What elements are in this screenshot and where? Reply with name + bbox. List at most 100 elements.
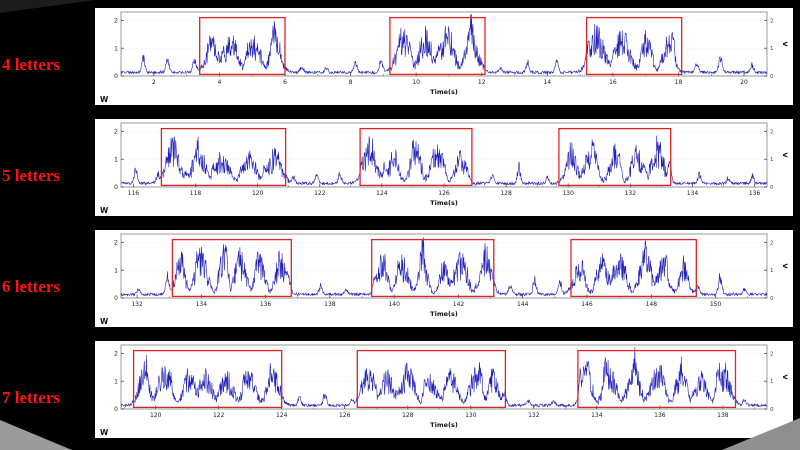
x-tick-label: 2: [152, 79, 156, 86]
x-tick-label: 18: [675, 79, 683, 86]
x-tick-label: 16: [609, 79, 617, 86]
highlight-box: [389, 16, 486, 76]
bottom-left-label: W: [100, 317, 109, 326]
x-tick-label: 120: [150, 412, 162, 419]
signal-trace: [120, 347, 768, 408]
x-tick-label: 150: [710, 301, 722, 308]
signal-figure: 0 0 1 1 2 2 132 134 136 138 140 142 144 146 148 150 Time…: [95, 230, 793, 327]
x-axis-title: Time(s): [430, 88, 458, 96]
bottom-left-label: W: [100, 95, 109, 104]
x-tick-label: 6: [283, 79, 287, 86]
y-tick-label-right: 2: [770, 351, 774, 357]
highlight-box: [132, 349, 283, 409]
x-tick-label: 130: [562, 190, 574, 197]
right-axis-label: V: [781, 41, 789, 46]
x-axis-title: Time(s): [430, 310, 458, 318]
signal-figure: 0 0 1 1 2 2 2 4 6 8 10 12 14 16 18 20 Time(s) W V: [95, 8, 793, 105]
signal-trace: [120, 237, 768, 297]
right-axis-label: V: [781, 263, 789, 268]
x-tick-label: 134: [687, 190, 699, 197]
panel-row-7-letters: 7 letters 0 0 1 1 2 2 120 122 124 126 128 130 132 134 1…: [0, 341, 793, 438]
x-tick-label: 128: [500, 190, 512, 197]
x-tick-label: 142: [453, 301, 465, 308]
y-tick-label-right: 2: [770, 240, 774, 246]
y-tick-label: 1: [114, 156, 118, 163]
signal-trace: [120, 135, 768, 186]
highlight-box: [356, 349, 507, 409]
x-tick-label: 14: [543, 79, 551, 86]
x-tick-label: 116: [128, 190, 140, 197]
x-tick-label: 134: [196, 301, 208, 308]
right-axis-label: V: [781, 152, 789, 157]
bottom-left-label: W: [100, 206, 109, 215]
x-tick-label: 136: [260, 301, 272, 308]
y-tick-label: 0: [114, 295, 118, 302]
signal-figure: 0 0 1 1 2 2 116 118 120 122 124 126 128 130 132 134 136 T…: [95, 119, 793, 216]
x-tick-label: 130: [465, 412, 477, 419]
highlight-box: [558, 127, 672, 187]
highlight-box: [577, 349, 737, 409]
y-tick-label: 2: [114, 129, 118, 136]
x-tick-label: 124: [276, 412, 288, 419]
x-tick-label: 148: [646, 301, 658, 308]
panel-label: 7 letters: [2, 387, 61, 407]
x-tick-label: 120: [252, 190, 264, 197]
y-tick-label: 1: [114, 45, 118, 52]
panel-row-5-letters: 5 letters 0 0 1 1 2 2 116 118 120 122 124 126 128 130 1…: [0, 119, 793, 216]
highlight-box: [160, 127, 287, 187]
highlight-box: [199, 16, 286, 76]
x-tick-label: 126: [438, 190, 450, 197]
x-tick-label: 118: [190, 190, 202, 197]
x-tick-label: 136: [654, 412, 666, 419]
x-tick-label: 132: [528, 412, 540, 419]
y-tick-label-right: 0: [770, 74, 774, 80]
panel-label: 4 letters: [2, 54, 61, 74]
plot-box: [120, 233, 768, 299]
x-axis-title: Time(s): [430, 199, 458, 207]
y-tick-label: 1: [114, 267, 118, 274]
plot-box: [120, 122, 768, 188]
panel-label: 6 letters: [2, 276, 61, 296]
y-tick-label-right: 0: [770, 185, 774, 191]
y-tick-label: 0: [114, 184, 118, 191]
y-tick-label: 0: [114, 406, 118, 413]
y-tick-label-right: 1: [770, 379, 774, 385]
panel-row-4-letters: 4 letters 0 0 1 1 2 2 2 4 6 8 10 12 14 16 18 20 Time(s) W V: [0, 8, 793, 105]
y-tick-label: 2: [114, 18, 118, 25]
x-tick-label: 138: [717, 412, 729, 419]
y-tick-label: 2: [114, 240, 118, 247]
highlight-box: [371, 238, 495, 298]
x-tick-label: 146: [581, 301, 593, 308]
panel-label: 5 letters: [2, 165, 61, 185]
x-tick-label: 122: [314, 190, 326, 197]
x-tick-label: 144: [517, 301, 529, 308]
x-tick-label: 124: [376, 190, 388, 197]
x-tick-label: 138: [324, 301, 336, 308]
y-tick-label-right: 0: [770, 296, 774, 302]
x-axis-title: Time(s): [430, 421, 458, 429]
highlight-box: [171, 238, 292, 298]
x-tick-label: 10: [412, 79, 420, 86]
highlight-box: [570, 238, 697, 298]
x-tick-label: 8: [349, 79, 353, 86]
x-tick-label: 134: [591, 412, 603, 419]
plot-box: [120, 344, 768, 410]
y-tick-label-right: 1: [770, 268, 774, 274]
highlight-box: [585, 16, 683, 76]
x-tick-label: 12: [478, 79, 486, 86]
y-tick-label-right: 1: [770, 46, 774, 52]
y-tick-label-right: 2: [770, 129, 774, 135]
y-tick-label: 0: [114, 73, 118, 80]
y-tick-label-right: 1: [770, 157, 774, 163]
x-tick-label: 140: [388, 301, 400, 308]
right-axis-label: V: [781, 374, 789, 379]
x-tick-label: 122: [213, 412, 225, 419]
signal-trace: [120, 14, 768, 75]
x-tick-label: 4: [217, 79, 221, 86]
x-tick-label: 126: [339, 412, 351, 419]
y-tick-label-right: 2: [770, 18, 774, 24]
y-tick-label-right: 0: [770, 407, 774, 413]
